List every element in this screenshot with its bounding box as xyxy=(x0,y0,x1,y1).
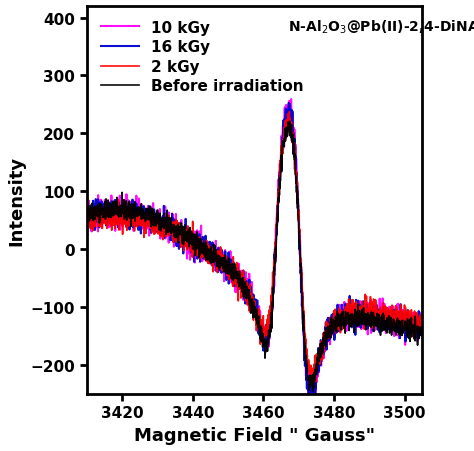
2 kGy xyxy=(101,221,107,226)
16 kGy xyxy=(286,101,292,106)
10 kGy xyxy=(247,289,253,295)
Before irradiation xyxy=(101,210,107,215)
Text: N-Al$_2$O$_3$@Pb(II)-2,4-DiNA: N-Al$_2$O$_3$@Pb(II)-2,4-DiNA xyxy=(288,18,474,36)
Y-axis label: Intensity: Intensity xyxy=(7,156,25,245)
10 kGy xyxy=(308,403,314,409)
2 kGy xyxy=(419,316,425,322)
16 kGy xyxy=(309,398,314,404)
2 kGy xyxy=(286,110,292,115)
Before irradiation xyxy=(419,334,425,339)
16 kGy xyxy=(348,315,354,320)
Before irradiation xyxy=(410,327,416,332)
16 kGy xyxy=(410,322,416,328)
10 kGy xyxy=(238,269,244,274)
Line: 2 kGy: 2 kGy xyxy=(87,112,422,382)
16 kGy xyxy=(419,327,425,333)
10 kGy xyxy=(288,97,294,103)
2 kGy xyxy=(238,280,244,285)
16 kGy xyxy=(238,275,244,280)
2 kGy xyxy=(311,380,317,385)
10 kGy xyxy=(419,329,425,334)
Line: 10 kGy: 10 kGy xyxy=(87,100,422,406)
10 kGy xyxy=(84,220,90,226)
2 kGy xyxy=(84,222,90,228)
Line: Before irradiation: Before irradiation xyxy=(87,122,422,391)
Legend: 10 kGy, 16 kGy, 2 kGy, Before irradiation: 10 kGy, 16 kGy, 2 kGy, Before irradiatio… xyxy=(95,14,310,100)
16 kGy xyxy=(410,320,416,326)
Before irradiation xyxy=(238,280,244,285)
2 kGy xyxy=(410,317,416,322)
10 kGy xyxy=(410,331,416,336)
10 kGy xyxy=(101,213,107,219)
2 kGy xyxy=(410,313,416,318)
2 kGy xyxy=(348,306,354,311)
16 kGy xyxy=(101,205,107,211)
16 kGy xyxy=(247,293,253,299)
Before irradiation xyxy=(247,294,253,299)
Before irradiation xyxy=(287,119,292,124)
2 kGy xyxy=(247,281,253,287)
Before irradiation xyxy=(410,330,416,335)
Line: 16 kGy: 16 kGy xyxy=(87,104,422,401)
Before irradiation xyxy=(348,324,354,330)
Before irradiation xyxy=(310,389,316,394)
10 kGy xyxy=(410,322,416,327)
Before irradiation xyxy=(84,208,90,213)
X-axis label: Magnetic Field " Gauss": Magnetic Field " Gauss" xyxy=(134,426,375,444)
16 kGy xyxy=(84,227,90,233)
10 kGy xyxy=(348,307,354,313)
